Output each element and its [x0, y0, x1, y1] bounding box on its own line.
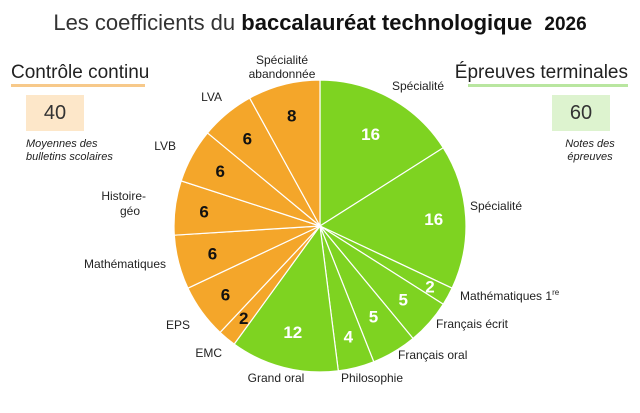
slice-category-label: Mathématiques 1re — [460, 288, 560, 303]
right-heading-underline — [468, 84, 628, 87]
title-year: 2026 — [544, 14, 587, 35]
slice-category-label: LVB — [154, 139, 176, 153]
slice-category-label: Philosophie — [341, 371, 403, 385]
right-panel-note: Notes des épreuves — [565, 138, 615, 163]
slice-value-label: 6 — [221, 286, 230, 305]
slice-category-label: Mathématiques — [84, 257, 166, 271]
slice-value-label: 5 — [398, 290, 407, 309]
pie-slice — [248, 79, 321, 227]
slice-category-label: EMC — [195, 346, 222, 360]
slice-category-label: Français oral — [398, 348, 467, 362]
slice-value-label: 16 — [424, 210, 443, 229]
slice-value-label: 16 — [361, 125, 380, 144]
pie-slice — [318, 146, 467, 289]
left-panel-heading: Contrôle continu — [11, 62, 150, 83]
slice-value-label: 12 — [283, 323, 302, 342]
slice-category-label: EPS — [166, 318, 190, 332]
left-heading-underline — [11, 84, 145, 87]
slice-value-label: 6 — [199, 202, 208, 221]
slice-value-label: 5 — [369, 308, 378, 327]
slice-category-label: LVA — [201, 90, 222, 104]
slice-category-label: Spécialité — [392, 79, 444, 93]
right-panel-value: 60 — [552, 95, 610, 131]
slice-value-label: 8 — [287, 107, 296, 126]
slice-category-label: Spécialité — [470, 199, 522, 213]
slice-value-label: 6 — [208, 245, 217, 264]
chart-title: Les coefficients du baccalauréat technol… — [0, 10, 640, 36]
slice-category-label: Spécialité abandonnée — [249, 53, 316, 81]
slice-category-label: Grand oral — [248, 371, 305, 385]
slice-value-label: 4 — [344, 327, 354, 346]
title-bold: baccalauréat technologique — [241, 10, 533, 35]
right-panel-heading: Épreuves terminales — [454, 62, 628, 83]
slice-category-label: Français écrit — [436, 317, 509, 331]
slice-value-label: 2 — [425, 278, 434, 297]
left-panel-note: Moyennes des bulletins scolaires — [26, 138, 113, 163]
pie-slice — [319, 79, 445, 228]
pie-slice — [233, 224, 339, 373]
slice-value-label: 6 — [243, 129, 252, 148]
slice-category-label: Histoire-géo — [101, 189, 146, 218]
slice-value-label: 6 — [215, 162, 224, 181]
slice-value-label: 2 — [239, 309, 248, 328]
left-panel-value: 40 — [26, 95, 84, 131]
title-prefix: Les coefficients du — [53, 10, 236, 35]
